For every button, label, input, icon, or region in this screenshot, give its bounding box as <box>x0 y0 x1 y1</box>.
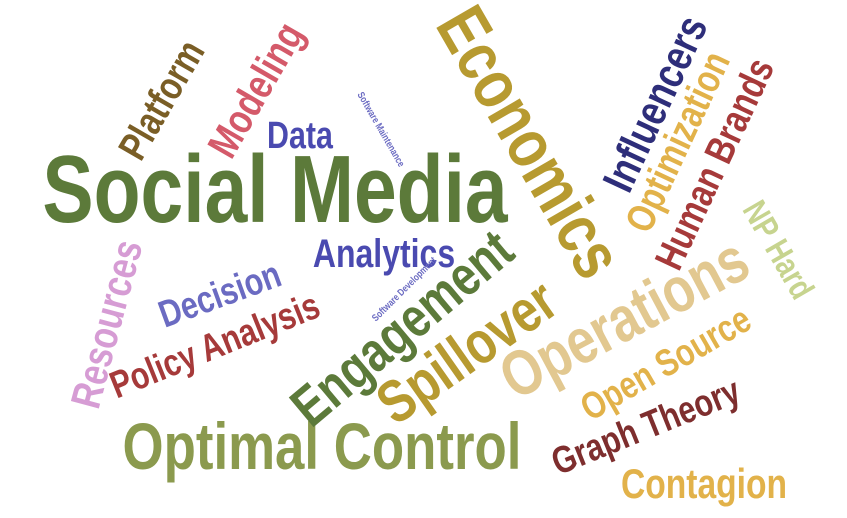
word-data: Data <box>267 115 333 157</box>
word-contagion: Contagion <box>620 460 788 507</box>
word-optimal-control: Optimal Control <box>122 409 522 483</box>
word-analytics: Analytics <box>312 232 456 276</box>
word-social-media: Social Media <box>42 136 508 243</box>
